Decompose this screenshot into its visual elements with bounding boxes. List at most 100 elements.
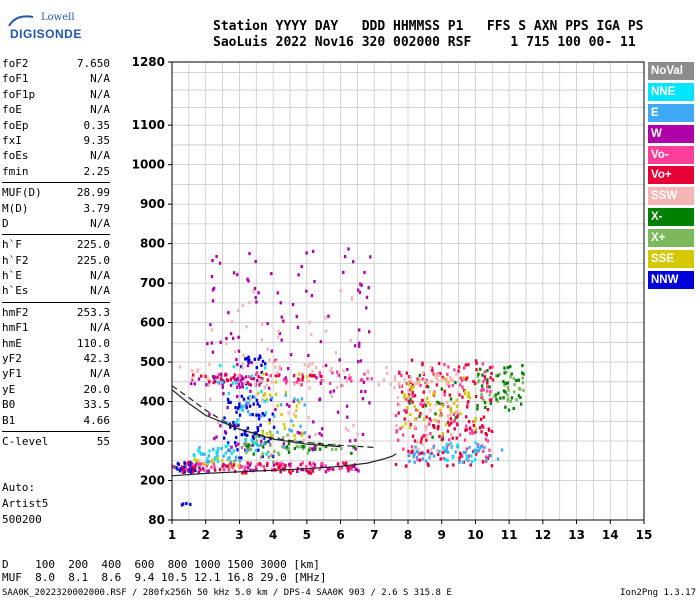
echo-point — [413, 404, 416, 408]
param-row: M(D) 3.79 — [2, 201, 110, 216]
echo-point — [310, 294, 314, 298]
echo-point — [255, 366, 258, 370]
echo-point — [208, 379, 211, 384]
echo-point — [348, 439, 352, 443]
echo-point — [245, 386, 248, 390]
echo-point — [340, 447, 343, 451]
echo-point — [478, 426, 482, 430]
echo-point — [237, 335, 240, 339]
echo-point — [436, 449, 439, 453]
echo-point — [251, 443, 254, 447]
echo-point — [305, 464, 308, 469]
echo-point — [504, 390, 507, 394]
param-value: 42.3 — [83, 352, 111, 366]
param-value: N/A — [90, 216, 110, 230]
echo-point — [461, 385, 464, 389]
echo-point — [480, 392, 483, 396]
param-label: h`F — [2, 238, 22, 252]
y-tick-label: 1000 — [132, 158, 165, 172]
echo-point — [227, 443, 230, 447]
echo-point — [196, 459, 200, 463]
echo-point — [256, 402, 259, 406]
echo-point — [424, 404, 427, 408]
echo-point — [246, 364, 250, 368]
echo-point — [245, 403, 248, 407]
echo-point — [185, 467, 188, 471]
param-label: hmF2 — [2, 305, 29, 319]
echo-point — [213, 376, 216, 380]
echo-point — [460, 379, 464, 383]
echo-point — [267, 439, 270, 443]
echo-point — [309, 463, 312, 467]
echo-point — [269, 430, 272, 434]
echo-point — [236, 376, 240, 381]
echo-point — [468, 426, 472, 430]
echo-point — [318, 467, 321, 471]
echo-point — [423, 452, 426, 456]
param-value: 110.0 — [76, 336, 110, 350]
echo-point — [483, 370, 486, 374]
echo-point — [307, 379, 310, 383]
echo-point — [269, 393, 272, 397]
echo-point — [354, 447, 357, 451]
echo-point — [496, 374, 500, 378]
echo-point — [248, 395, 252, 399]
echo-point — [236, 308, 240, 313]
echo-point — [217, 373, 220, 377]
x-tick-label: 11 — [501, 528, 518, 542]
echo-point — [233, 377, 237, 381]
echo-point — [410, 358, 414, 362]
echo-points — [172, 247, 525, 507]
echo-point — [324, 329, 328, 333]
echo-point — [463, 389, 467, 393]
echo-point — [330, 366, 333, 370]
echo-point — [244, 375, 248, 379]
echo-point — [437, 420, 440, 424]
echo-point — [470, 459, 474, 464]
echo-point — [238, 385, 242, 389]
echo-point — [287, 411, 290, 415]
echo-point — [286, 367, 290, 371]
echo-point — [288, 463, 291, 467]
echo-point — [270, 453, 273, 457]
param-label: yF1 — [2, 367, 22, 381]
echo-point — [522, 372, 525, 376]
echo-point — [245, 400, 248, 404]
echo-point — [269, 442, 272, 446]
echo-point — [249, 389, 252, 393]
echo-point — [421, 377, 424, 381]
echo-point — [264, 399, 267, 403]
echo-point — [402, 433, 405, 437]
echo-point — [290, 429, 293, 433]
echo-point — [409, 412, 412, 417]
echo-point — [212, 375, 215, 379]
echo-point — [322, 379, 325, 383]
echo-point — [506, 393, 509, 397]
echo-point — [260, 338, 264, 342]
echo-point — [435, 376, 438, 380]
echo-point — [211, 258, 214, 263]
echo-point — [221, 380, 224, 384]
echo-point — [296, 469, 299, 473]
echo-point — [491, 378, 495, 382]
echo-point — [444, 458, 447, 462]
echo-point — [312, 420, 315, 424]
echo-point — [191, 369, 194, 373]
echo-point — [419, 451, 423, 455]
echo-point — [287, 450, 291, 454]
echo-point — [352, 423, 355, 428]
echo-point — [456, 413, 460, 417]
echo-point — [216, 380, 219, 384]
echo-point — [334, 351, 338, 355]
echo-point — [236, 418, 239, 422]
echo-point — [434, 419, 437, 423]
echo-point — [260, 389, 263, 394]
echo-point — [308, 320, 311, 324]
echo-point — [416, 377, 419, 381]
echo-point — [464, 392, 467, 396]
echo-point — [413, 417, 417, 421]
echo-point — [240, 465, 244, 469]
echo-point — [257, 375, 260, 379]
echo-point — [295, 380, 299, 384]
echo-point — [274, 365, 277, 369]
